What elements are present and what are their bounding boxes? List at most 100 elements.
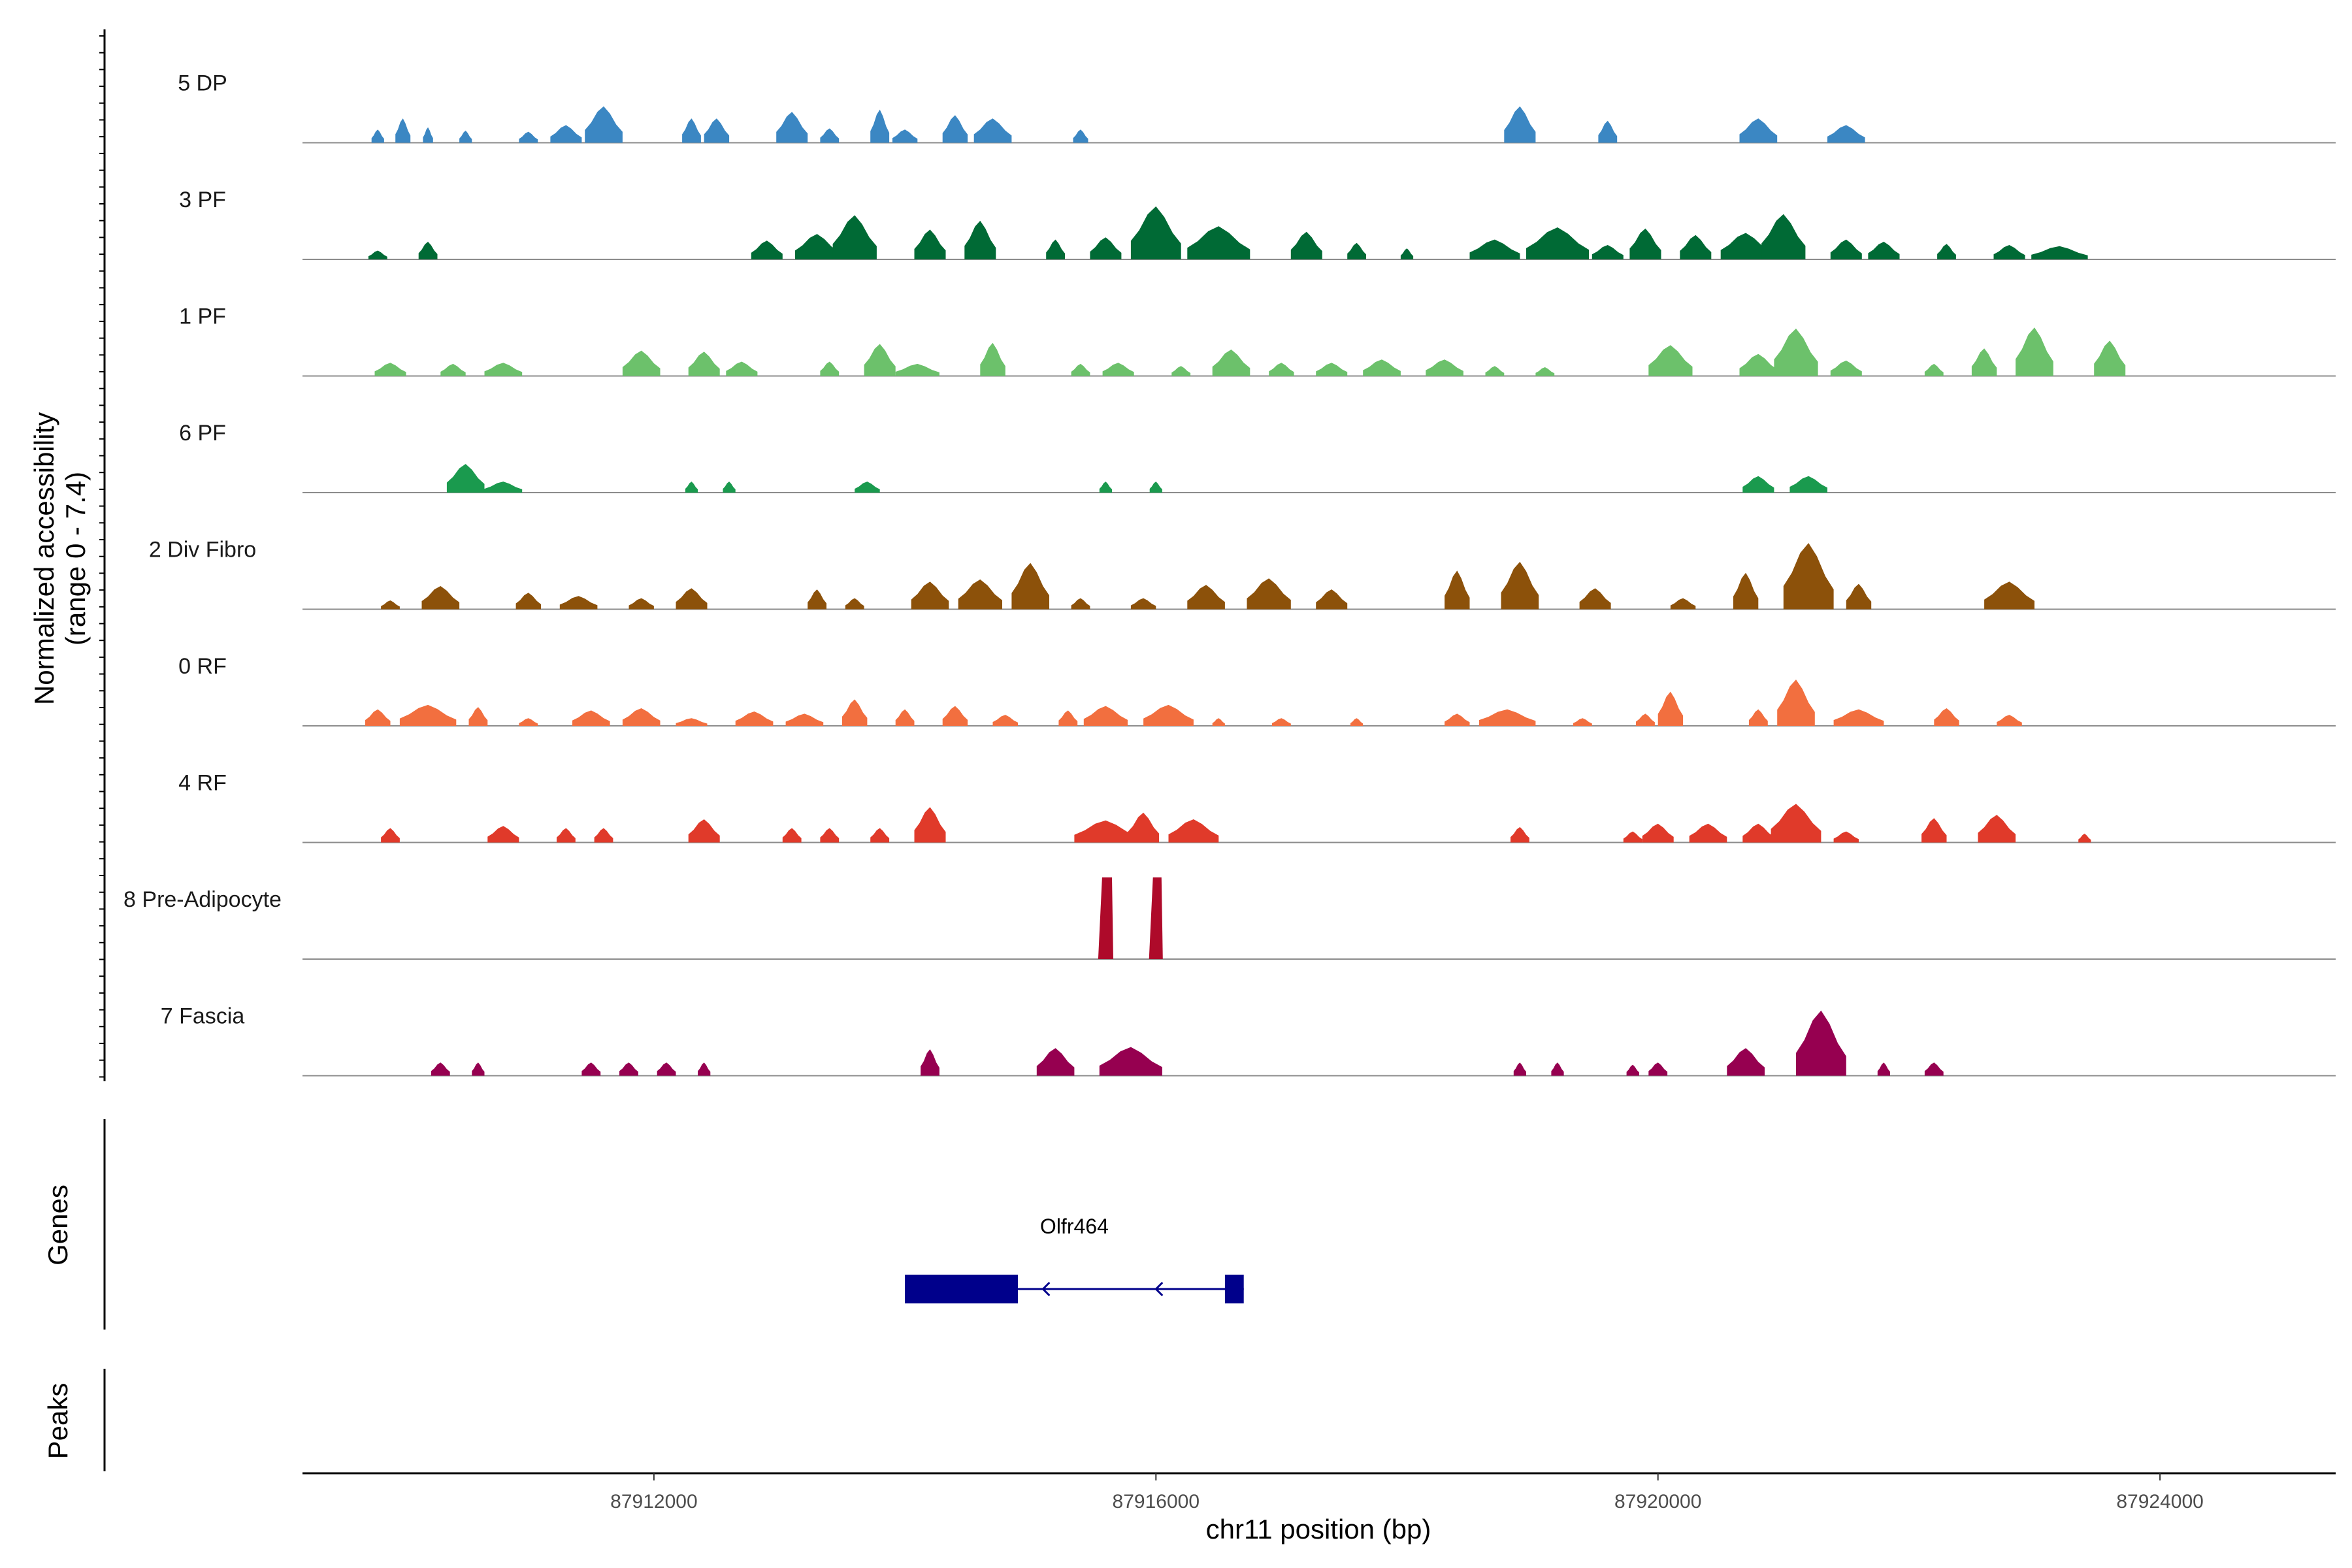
peak — [1761, 214, 1806, 259]
peak — [2016, 327, 2053, 376]
peak — [1501, 561, 1539, 610]
peak — [1469, 239, 1520, 259]
peak — [1247, 578, 1291, 610]
peak — [1658, 691, 1684, 726]
peak — [1143, 704, 1194, 726]
peak — [1636, 713, 1655, 726]
peak — [1573, 718, 1592, 726]
peak — [1445, 570, 1470, 610]
track-label: 5 DP — [178, 71, 227, 96]
peak — [795, 234, 840, 259]
track-label: 8 Pre-Adipocyte — [123, 887, 282, 912]
peak — [1934, 708, 1959, 726]
peak — [622, 350, 661, 376]
peak — [1796, 1010, 1846, 1076]
peak — [1921, 818, 1947, 843]
peak — [1347, 242, 1366, 259]
track-1-pf: 1 PF — [179, 304, 2336, 377]
peak — [1350, 718, 1364, 726]
peak — [1171, 366, 1191, 376]
peak — [431, 1062, 450, 1076]
peak — [1742, 823, 1774, 843]
peak — [484, 482, 523, 493]
strand-arrow — [1041, 1281, 1051, 1297]
peak — [1774, 328, 1818, 376]
peak — [1642, 823, 1674, 843]
peak — [468, 707, 488, 726]
peak — [958, 579, 1002, 610]
peak — [1720, 233, 1771, 259]
peak — [1771, 804, 1821, 843]
peak — [751, 240, 783, 259]
peak — [1971, 348, 1997, 376]
peak — [1400, 248, 1414, 259]
peak — [980, 342, 1005, 376]
x-tick-label: 87920000 — [1614, 1491, 1701, 1512]
track-5-dp: 5 DP — [178, 71, 2336, 144]
peak — [421, 586, 460, 610]
peak — [381, 828, 400, 843]
peak — [1846, 583, 1872, 610]
peak — [581, 1062, 601, 1076]
peak — [1833, 709, 1884, 726]
peak — [1511, 826, 1529, 843]
peak — [1739, 118, 1778, 143]
peak — [1212, 718, 1225, 726]
peak — [472, 1062, 485, 1076]
peak — [676, 718, 708, 726]
peak — [688, 819, 720, 843]
peak — [1830, 239, 1862, 259]
peak — [1993, 245, 2025, 259]
peak — [1670, 598, 1696, 610]
peak — [820, 128, 840, 143]
track-7-fascia: 7 Fascia — [161, 1004, 2336, 1077]
peak — [1924, 1062, 1944, 1076]
gene-exon — [905, 1275, 1018, 1303]
track-2-div-fibro: 2 Div Fibro — [149, 538, 2336, 610]
peak — [1648, 345, 1693, 376]
peak — [1046, 239, 1065, 259]
peak — [870, 828, 890, 843]
track-label: 4 RF — [178, 771, 227, 796]
peak — [1739, 353, 1778, 376]
peak — [973, 118, 1012, 143]
peak — [1648, 1062, 1668, 1076]
peak — [921, 1049, 939, 1076]
x-tick-label: 87912000 — [610, 1491, 697, 1512]
peak — [629, 598, 654, 610]
peak — [1187, 585, 1225, 610]
peak — [1272, 718, 1291, 726]
peak — [1426, 359, 1463, 376]
peak — [1877, 1062, 1890, 1076]
coverage-tracks: 5 DP 3 PF 1 PF 6 PF 2 Div Fibro 0 RF 4 RF 8 Pre… — [123, 71, 2336, 1077]
peak — [1290, 231, 1322, 259]
peak — [1083, 706, 1128, 726]
peak — [1099, 482, 1112, 493]
peak — [1551, 1062, 1564, 1076]
peak — [1592, 245, 1624, 259]
track-8-pre-adipocyte: 8 Pre-Adipocyte — [123, 877, 2336, 960]
track-0-rf: 0 RF — [178, 654, 2336, 727]
peak — [1102, 363, 1134, 376]
peak — [550, 125, 582, 143]
peak — [1689, 823, 1727, 843]
y-axis-ticks — [99, 35, 105, 1078]
peak — [572, 710, 610, 726]
gene-exon — [1224, 1275, 1244, 1303]
peak — [726, 361, 758, 376]
peak — [1149, 877, 1163, 959]
track-label: 6 PF — [179, 421, 226, 446]
peak — [519, 131, 538, 143]
peak — [1924, 363, 1944, 376]
peak — [808, 589, 826, 610]
track-label: 3 PF — [179, 188, 226, 212]
peak — [374, 363, 406, 376]
peak — [381, 600, 400, 610]
strand-arrow — [1154, 1281, 1164, 1297]
peak — [782, 828, 802, 843]
peak — [395, 118, 411, 143]
peak — [619, 1062, 638, 1076]
genes-track: Olfr464 — [905, 1215, 1244, 1303]
peak — [1099, 1047, 1162, 1076]
